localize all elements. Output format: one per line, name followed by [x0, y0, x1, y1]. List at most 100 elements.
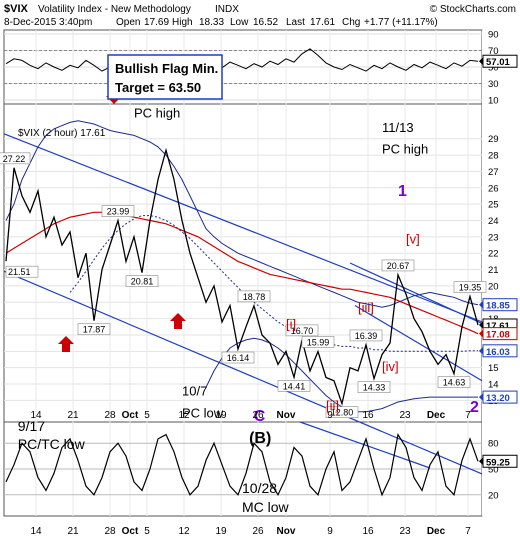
high-value: 18.33: [199, 17, 224, 28]
price-data-label: 27.22: [0, 152, 31, 165]
price-data-label-text: 16.39: [355, 331, 378, 341]
price-data-label-bg: [381, 259, 415, 272]
rsi-top-last-tag: 57.01: [479, 54, 518, 68]
up-arrow-icon: [58, 336, 74, 352]
price-tick-label: 25: [488, 200, 499, 211]
price-tick-label: 20: [488, 281, 499, 292]
x-tick-label-bottom: 14: [30, 526, 42, 537]
channel-lower-extension: [299, 421, 431, 469]
price-data-label-text: 18.78: [243, 292, 266, 302]
rsi-bottom-tick-label: 20: [488, 490, 499, 501]
price-data-label-bg: [277, 380, 311, 392]
price-data-label-bg: [357, 381, 391, 393]
rsi-bottom-last-tag-text: 59.25: [486, 457, 510, 468]
rsi-top-tick-label: 30: [488, 79, 499, 90]
wave-annotation: [i]: [286, 316, 296, 331]
price-data-label-bg: [125, 275, 159, 287]
price-data-label: 14.41: [277, 380, 311, 392]
wave-annotation: PC high: [134, 105, 180, 120]
box-line-1: Bullish Flag Min.: [115, 61, 218, 76]
x-tick-label-mid: 28: [104, 410, 116, 421]
x-tick-label-bottom: 16: [362, 526, 374, 537]
wave-annotation: 11/13: [382, 120, 414, 135]
rsi-bottom-annotation: 10/28: [242, 480, 277, 496]
price-data-label-text: 21.51: [8, 267, 31, 277]
price-data-label-text: 15.99: [307, 337, 330, 347]
wave-annotation: PC low: [182, 406, 224, 421]
price-data-label: 14.33: [357, 381, 391, 393]
price-data-label-bg: [437, 376, 471, 389]
price-data-label-text: 27.22: [3, 154, 26, 164]
x-tick-label-mid: 19: [215, 410, 227, 421]
price-data-label: 12.80: [325, 406, 359, 418]
rsi-bottom-tick-label: 80: [488, 439, 499, 450]
wave-annotation: 10/7: [182, 383, 207, 398]
x-tick-label-bottom: 23: [399, 526, 411, 537]
chg-label: Chg: [342, 17, 360, 28]
series-layer: [3, 48, 483, 497]
price-data-label: 20.81: [125, 275, 159, 287]
price-tick-label: 27: [488, 167, 499, 178]
x-tick-label-mid: 16: [362, 410, 374, 421]
price-data-label-bg: [237, 290, 271, 303]
price-last-tag-pointer: [479, 329, 483, 338]
x-tick-label-mid: 23: [399, 410, 411, 421]
price-last-tag: 17.08: [479, 327, 518, 341]
price-data-label: 16.14: [221, 351, 255, 364]
rsi-bottom-annotation: 9/17: [18, 418, 45, 434]
open-label: Open: [116, 17, 140, 28]
price-data-label: 23.99: [101, 205, 135, 217]
x-tick-label-bottom: 28: [104, 526, 116, 537]
price-data-label-text: 20.81: [131, 277, 154, 287]
price-tick-label: 21: [488, 265, 499, 276]
box-line-2: Target = 63.50: [115, 80, 201, 95]
price-last-tag-text: 17.08: [486, 330, 510, 341]
high-label: High: [172, 17, 193, 28]
price-tick-label: 15: [488, 363, 499, 374]
rsi-top-last-tag-pointer: [479, 57, 483, 66]
x-tick-label-mid: 12: [178, 410, 190, 421]
x-tick-label-bottom: 21: [67, 526, 79, 537]
price-last-tag-pointer: [479, 300, 483, 309]
price-last-tag-pointer: [479, 320, 483, 329]
rsi-bottom-line: [5, 432, 479, 497]
price-data-label-text: 19.35: [459, 283, 482, 293]
symbol-label: $VIX: [4, 3, 29, 15]
price-data-label-text: 16.70: [291, 326, 314, 336]
price-tick-label: 24: [488, 216, 499, 227]
rsi-bottom-annotation: PC/TC low: [18, 436, 86, 452]
price-data-label-bg: [0, 152, 31, 165]
bullish-flag-box: Bullish Flag Min. Target = 63.50: [107, 54, 223, 100]
label-layer: 907050301057.012928272625242322212019181…: [0, 30, 518, 537]
rsi-top-tick-label: 90: [488, 30, 499, 41]
x-tick-label-bottom: Dec: [427, 526, 446, 537]
price-data-label-text: 20.67: [387, 261, 410, 271]
price-data-label: 18.78: [237, 290, 271, 303]
rsi-bottom-annotation: C: [254, 408, 266, 425]
annotation-box: [107, 54, 223, 100]
price-data-label: 20.67: [381, 259, 415, 272]
price-data-label-bg: [101, 205, 135, 217]
channel-lower-line: [3, 270, 483, 475]
price-data-label-bg: [5, 265, 39, 278]
price-last-tag: 18.85: [479, 298, 518, 312]
price-data-label-text: 17.87: [83, 325, 106, 335]
chg-value: +1.77 (+11.17%): [364, 17, 438, 28]
y-axis-strip: [482, 30, 518, 516]
price-data-label-bg: [325, 406, 359, 418]
flag-upper-line: [349, 262, 483, 325]
exchange-label: INDX: [215, 4, 239, 15]
x-tick-label-mid: Nov: [277, 410, 296, 421]
price-data-label: 16.70: [285, 324, 319, 337]
grid-layer: [4, 30, 482, 516]
x-tick-label-mid: 14: [30, 410, 42, 421]
price-data-label-bg: [285, 324, 319, 337]
rsi-bottom-tick-label: 50: [488, 465, 499, 476]
price-data-label-bg: [301, 336, 335, 348]
price-data-label: 16.39: [349, 329, 383, 342]
flag-lower-line: [354, 305, 483, 382]
price-tick-label: 22: [488, 249, 499, 260]
wave-annotation: [v]: [406, 231, 420, 246]
price-series-label: $VIX (2 hour) 17.61: [18, 128, 106, 139]
